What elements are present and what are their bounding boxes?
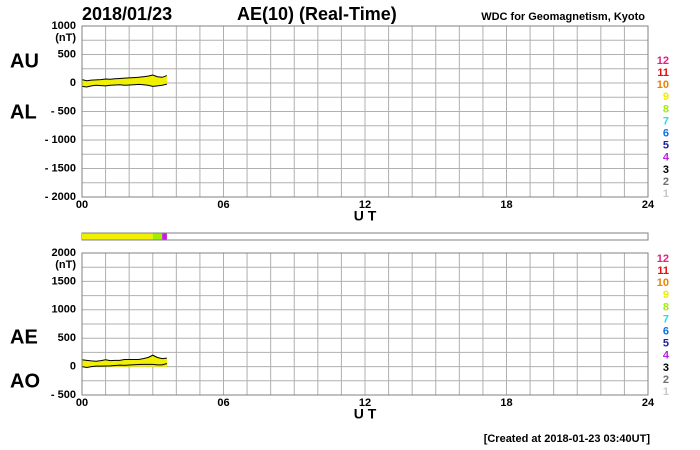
station-legend: 2 xyxy=(663,374,669,386)
series-line xyxy=(81,83,168,88)
y-tick-label: 1000 xyxy=(52,20,76,32)
x-axis-label: U T xyxy=(354,208,377,224)
x-tick-label: 18 xyxy=(500,397,512,409)
coverage-segment xyxy=(162,233,167,240)
y-tick-label: - 500 xyxy=(51,389,76,401)
x-tick-label: 00 xyxy=(76,397,88,409)
y-unit: (nT) xyxy=(55,32,76,44)
y-tick-label: 1000 xyxy=(52,304,76,316)
date: 2018/01/23 xyxy=(82,4,172,24)
plot-frame xyxy=(81,252,649,396)
station-legend: 10 xyxy=(657,277,669,289)
y-tick-label: 0 xyxy=(70,77,76,89)
y-tick-label: - 2000 xyxy=(45,191,76,203)
station-legend: 12 xyxy=(657,253,669,265)
area-fill xyxy=(82,75,167,83)
station-legend: 11 xyxy=(657,265,669,277)
legend-label: AE xyxy=(10,326,38,348)
series-line xyxy=(81,362,168,368)
x-axis-label: U T xyxy=(354,406,377,422)
series-line xyxy=(81,354,167,362)
station-legend: 6 xyxy=(663,128,669,140)
x-tick-label: 18 xyxy=(500,199,512,211)
station-legend: 7 xyxy=(663,313,669,325)
x-tick-label: 24 xyxy=(642,397,655,409)
station-legend: 12 xyxy=(657,55,669,67)
station-legend: 10 xyxy=(657,79,669,91)
y-tick-label: 0 xyxy=(70,361,76,373)
y-tick-label: - 500 xyxy=(51,105,76,117)
area-fill xyxy=(82,355,167,367)
station-legend: 4 xyxy=(663,152,670,164)
footer: [Created at 2018-01-23 03:40UT] xyxy=(484,433,651,445)
station-legend: 3 xyxy=(663,164,669,176)
legend-label: AU xyxy=(10,50,39,72)
station-legend: 7 xyxy=(663,115,669,127)
station-legend: 9 xyxy=(663,289,669,301)
y-tick-label: 500 xyxy=(58,332,76,344)
coverage-segment xyxy=(82,233,153,240)
station-legend: 1 xyxy=(663,386,669,398)
station-legend: 8 xyxy=(663,103,669,115)
y-unit: (nT) xyxy=(55,259,76,271)
x-tick-label: 06 xyxy=(217,199,229,211)
station-legend: 9 xyxy=(663,91,669,103)
title: AE(10) (Real-Time) xyxy=(237,4,397,24)
plot-frame xyxy=(81,25,649,198)
x-tick-label: 00 xyxy=(76,199,88,211)
y-tick-label: 1500 xyxy=(52,275,76,287)
series-line xyxy=(81,74,168,82)
y-tick-label: - 1000 xyxy=(45,134,76,146)
station-legend: 4 xyxy=(663,350,670,362)
coverage-segment xyxy=(152,233,163,240)
x-tick-label: 12 xyxy=(359,397,371,409)
station-legend: 5 xyxy=(663,338,669,350)
station-legend: 1 xyxy=(663,188,669,200)
legend-label: AO xyxy=(10,370,40,392)
source: WDC for Geomagnetism, Kyoto xyxy=(481,11,645,23)
station-legend: 8 xyxy=(663,301,669,313)
station-legend: 6 xyxy=(663,326,669,338)
station-legend: 5 xyxy=(663,140,669,152)
station-legend: 3 xyxy=(663,362,669,374)
legend-label: AL xyxy=(10,101,37,123)
y-tick-label: 2000 xyxy=(52,247,76,259)
station-legend: 11 xyxy=(657,67,669,79)
x-tick-label: 06 xyxy=(217,397,229,409)
y-tick-label: 500 xyxy=(58,48,76,60)
y-tick-label: - 1500 xyxy=(45,162,76,174)
x-tick-label: 24 xyxy=(642,199,655,211)
station-legend: 2 xyxy=(663,176,669,188)
x-tick-label: 12 xyxy=(359,199,371,211)
